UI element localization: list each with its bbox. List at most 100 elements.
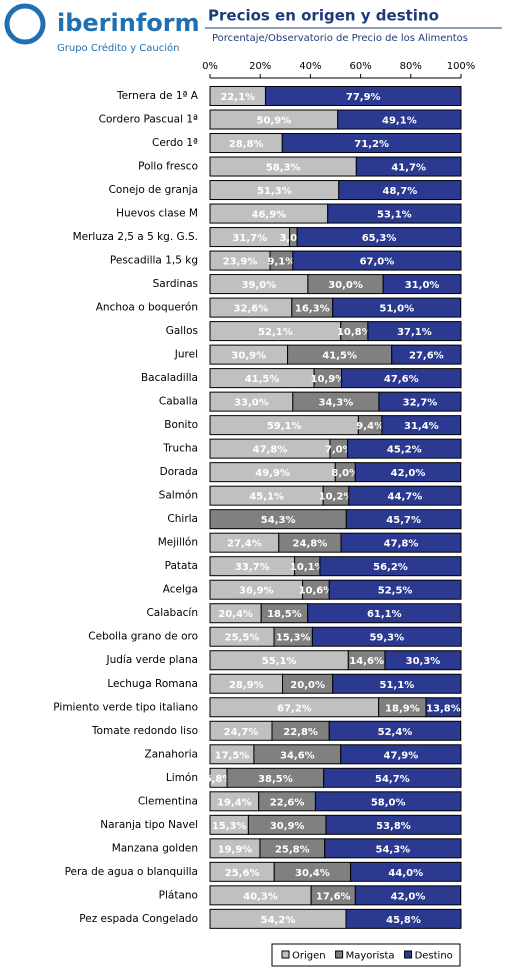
y-tick-label: Manzana golden — [112, 842, 198, 854]
y-tick-label: Patata — [165, 560, 198, 572]
data-label: 41,5% — [245, 374, 280, 385]
data-label: 48,7% — [383, 186, 418, 197]
bar-segment — [347, 438, 462, 459]
data-label: 18,5% — [267, 609, 302, 620]
y-tick-label: Tomate redondo liso — [91, 725, 198, 737]
data-label: 46,9% — [252, 210, 287, 221]
data-label: 32,7% — [403, 398, 438, 409]
bar-segment — [340, 744, 462, 765]
bar-segment — [332, 673, 462, 694]
bar-segment — [292, 250, 462, 271]
data-label: 61,1% — [367, 609, 402, 620]
bar-segment — [325, 814, 462, 835]
bar-segment — [381, 415, 462, 436]
bar-segment — [350, 861, 462, 882]
bar-segment — [296, 227, 462, 248]
data-label: 23,9% — [223, 257, 258, 268]
data-label: 9,1% — [268, 257, 296, 268]
legend-swatch — [404, 950, 413, 959]
data-label: 37,1% — [397, 327, 432, 338]
bar-segment — [354, 885, 462, 906]
bar-segment — [391, 344, 462, 365]
bar-segment — [332, 297, 462, 318]
y-tick-label: Pera de agua o blanquilla — [65, 866, 198, 878]
y-tick-label: Cerdo 1ª — [152, 137, 198, 149]
y-tick-label: Mejillón — [158, 537, 198, 549]
bar-segment — [382, 274, 462, 295]
y-tick-label: Pescadilla 1,5 kg — [110, 255, 198, 267]
bar-segment — [264, 86, 462, 106]
data-label: 7,0% — [325, 445, 353, 456]
bar-segment — [328, 579, 462, 600]
bar-segment — [307, 603, 462, 624]
data-label: 36,9% — [239, 586, 274, 597]
data-label: 25,5% — [225, 633, 260, 644]
data-label: 10,2% — [319, 492, 354, 503]
data-label: 18,9% — [385, 703, 420, 714]
data-label: 33,0% — [234, 398, 269, 409]
data-label: 3,0% — [279, 233, 307, 244]
data-label: 38,5% — [258, 774, 293, 785]
data-label: 58,0% — [371, 797, 406, 808]
data-label: 28,8% — [229, 139, 264, 150]
legend-label: Origen — [292, 951, 326, 962]
y-tick-label: Chirla — [167, 513, 198, 525]
y-tick-label: Huevos clase M — [116, 208, 198, 220]
data-label: 44,7% — [388, 492, 423, 503]
data-label: 45,1% — [249, 492, 284, 503]
y-tick-label: Dorada — [160, 466, 198, 478]
data-label: 59,1% — [267, 421, 302, 432]
data-label: 44,0% — [388, 868, 423, 879]
data-label: 47,9% — [384, 750, 419, 761]
data-label: 52,4% — [378, 727, 413, 738]
y-tick-label: Pez espada Congelado — [79, 913, 198, 925]
bar-segment — [327, 203, 462, 224]
data-label: 49,1% — [382, 116, 417, 127]
data-label: 15,3% — [212, 821, 247, 832]
data-label: 54,7% — [375, 774, 410, 785]
data-label: 59,3% — [369, 633, 404, 644]
data-label: 41,7% — [391, 163, 426, 174]
data-label: 54,3% — [261, 515, 296, 526]
bar-segment — [323, 767, 462, 788]
data-label: 31,4% — [404, 421, 439, 432]
data-label: 45,8% — [386, 915, 421, 926]
data-label: 53,8% — [376, 821, 411, 832]
y-tick-label: Clementina — [138, 795, 198, 807]
bar-segment — [281, 133, 462, 154]
data-label: 71,2% — [354, 139, 389, 150]
x-tick-label: 60% — [349, 61, 371, 72]
data-label: 19,4% — [217, 797, 252, 808]
data-label: 55,1% — [262, 656, 297, 667]
x-tick-label: 100% — [447, 61, 476, 72]
data-label: 10,6% — [299, 586, 334, 597]
y-tick-label: Conejo de granja — [109, 184, 198, 196]
bar-segment — [314, 791, 462, 812]
data-label: 15,3% — [276, 633, 311, 644]
data-label: 65,3% — [362, 233, 397, 244]
y-tick-label: Ternera de 1ª A — [116, 90, 199, 102]
data-label: 54,2% — [261, 915, 296, 926]
bar-segment — [345, 509, 462, 530]
y-tick-label: Pimiento verde tipo italiano — [53, 701, 198, 713]
data-label: 31,7% — [232, 233, 267, 244]
y-tick-label: Calabacín — [146, 607, 198, 619]
y-tick-label: Cordero Pascual 1ª — [99, 114, 198, 126]
y-tick-label: Lechuga Romana — [107, 678, 198, 690]
data-label: 52,1% — [258, 327, 293, 338]
data-label: 53,1% — [377, 210, 412, 221]
x-tick-label: 40% — [299, 61, 321, 72]
legend-swatch — [335, 950, 344, 959]
bar-segment — [354, 462, 462, 483]
legend-box — [271, 943, 461, 967]
data-label: 27,4% — [227, 539, 262, 550]
data-label: 52,5% — [378, 586, 413, 597]
data-label: 10,8% — [337, 327, 372, 338]
data-label: 20,0% — [290, 680, 325, 691]
data-label: 9,4% — [356, 421, 384, 432]
y-tick-label: Plátano — [159, 889, 198, 901]
data-label: 51,3% — [257, 186, 292, 197]
data-label: 17,6% — [316, 891, 351, 902]
data-label: 25,8% — [275, 844, 310, 855]
